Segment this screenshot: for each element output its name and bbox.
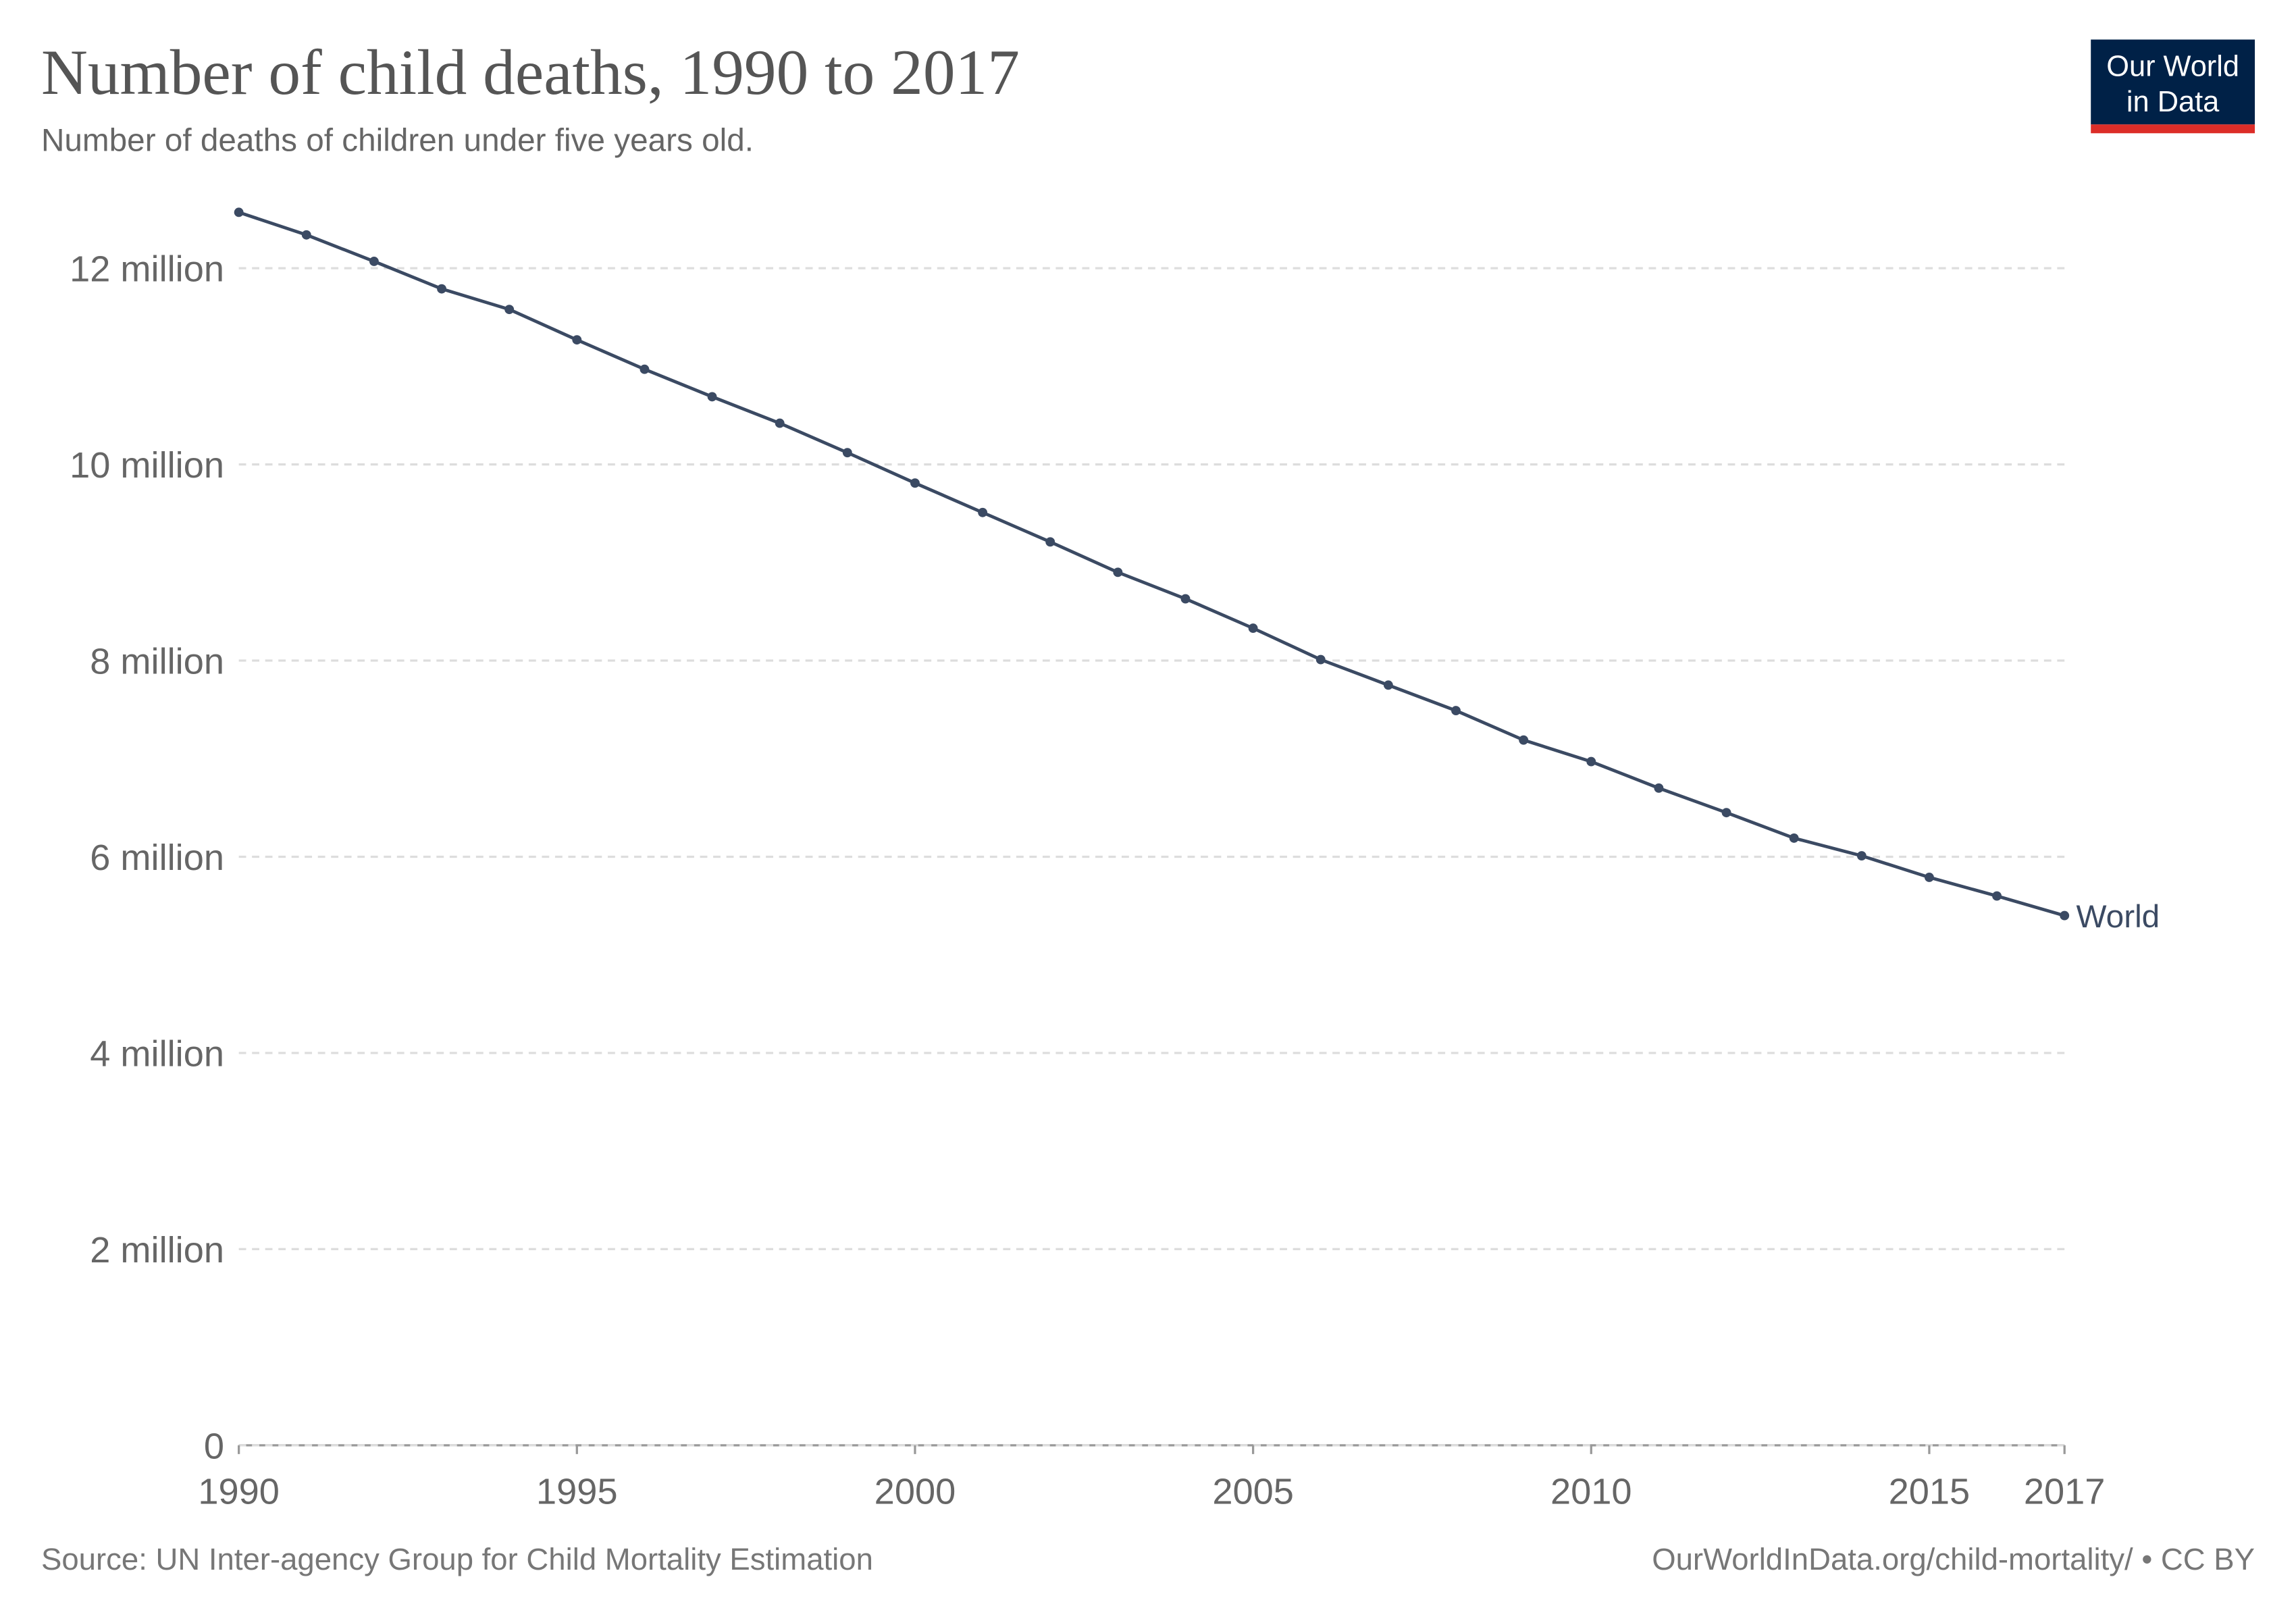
point (2060, 910, 2070, 921)
x-tick-label: 2010 (1550, 1472, 1632, 1512)
y-tick-label: 2 million (90, 1230, 224, 1270)
line (238, 211, 2065, 917)
point (1045, 537, 1055, 547)
point (1248, 623, 1258, 634)
logo-text: Our World (2106, 51, 2239, 83)
point (1113, 567, 1123, 577)
x-tick-label: 1995 (536, 1472, 618, 1512)
point (1924, 873, 1934, 882)
x-tick-label: 1990 (198, 1472, 280, 1512)
chart-title: Number of child deaths, 1990 to 2017 (41, 36, 1020, 108)
y-tick-label: 10 million (70, 445, 224, 486)
chart-subtitle: Number of deaths of children under five … (41, 122, 754, 158)
y-tick-label: 4 million (90, 1033, 224, 1074)
point (1451, 706, 1461, 716)
point (640, 364, 650, 374)
x-tick-label: 2005 (1212, 1472, 1294, 1512)
point (910, 478, 920, 488)
x-tick-label: 2015 (1889, 1472, 1971, 1512)
point (234, 207, 244, 217)
point (1519, 735, 1529, 745)
y-tick-label: 0 (204, 1426, 224, 1466)
logo-box (2091, 39, 2255, 125)
y-tick-label: 8 million (90, 642, 224, 682)
x-tick-label: 2017 (2024, 1472, 2106, 1512)
point (1721, 808, 1731, 818)
point (301, 230, 311, 240)
point (978, 507, 988, 517)
point (707, 392, 717, 402)
point (1789, 833, 1799, 843)
series-label: World (2077, 899, 2160, 935)
point (775, 418, 785, 428)
point (1180, 594, 1191, 604)
logo-bar (2091, 124, 2255, 134)
point (1315, 654, 1326, 665)
logo-text: in Data (2127, 86, 2220, 118)
source: Source: UN Inter-agency Group for Child … (41, 1542, 873, 1576)
url: OurWorldInData.org/child-mortality/ • CC… (1652, 1542, 2255, 1576)
point (1586, 756, 1596, 767)
point (572, 335, 582, 345)
point (1383, 680, 1393, 690)
point (369, 257, 379, 266)
point (1856, 851, 1867, 860)
y-tick-label: 6 million (90, 838, 224, 878)
x-tick-label: 2000 (875, 1472, 956, 1512)
point (437, 284, 446, 294)
y-tick-label: 12 million (70, 249, 224, 290)
point (1992, 891, 2002, 901)
point (504, 305, 515, 315)
point (1654, 783, 1664, 793)
point (842, 448, 852, 458)
